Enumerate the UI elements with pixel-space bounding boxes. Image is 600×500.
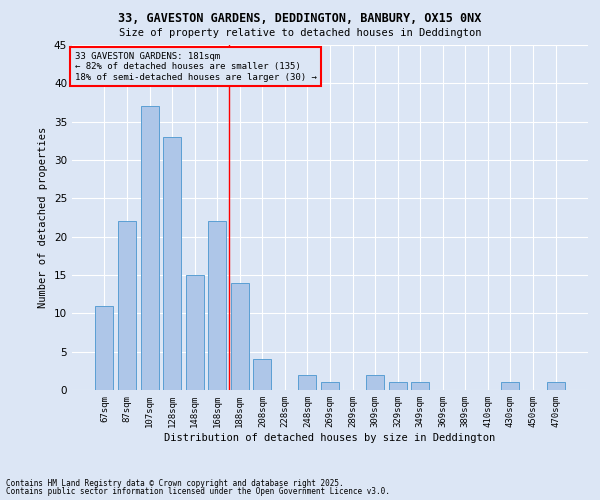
Bar bbox=[185, 275, 204, 390]
Bar bbox=[389, 382, 407, 390]
Bar bbox=[231, 282, 249, 390]
Text: Contains public sector information licensed under the Open Government Licence v3: Contains public sector information licen… bbox=[6, 487, 390, 496]
Y-axis label: Number of detached properties: Number of detached properties bbox=[38, 127, 49, 308]
Text: Size of property relative to detached houses in Deddington: Size of property relative to detached ho… bbox=[119, 28, 481, 38]
Text: 33, GAVESTON GARDENS, DEDDINGTON, BANBURY, OX15 0NX: 33, GAVESTON GARDENS, DEDDINGTON, BANBUR… bbox=[118, 12, 482, 26]
Text: Contains HM Land Registry data © Crown copyright and database right 2025.: Contains HM Land Registry data © Crown c… bbox=[6, 478, 344, 488]
Bar bbox=[208, 222, 226, 390]
Bar bbox=[95, 306, 113, 390]
Bar bbox=[140, 106, 158, 390]
Bar bbox=[411, 382, 429, 390]
Bar bbox=[366, 374, 384, 390]
Bar bbox=[321, 382, 339, 390]
Bar bbox=[118, 222, 136, 390]
Bar bbox=[502, 382, 520, 390]
X-axis label: Distribution of detached houses by size in Deddington: Distribution of detached houses by size … bbox=[164, 432, 496, 442]
Bar bbox=[298, 374, 316, 390]
Bar bbox=[547, 382, 565, 390]
Bar bbox=[163, 137, 181, 390]
Text: 33 GAVESTON GARDENS: 181sqm
← 82% of detached houses are smaller (135)
18% of se: 33 GAVESTON GARDENS: 181sqm ← 82% of det… bbox=[74, 52, 316, 82]
Bar bbox=[253, 360, 271, 390]
